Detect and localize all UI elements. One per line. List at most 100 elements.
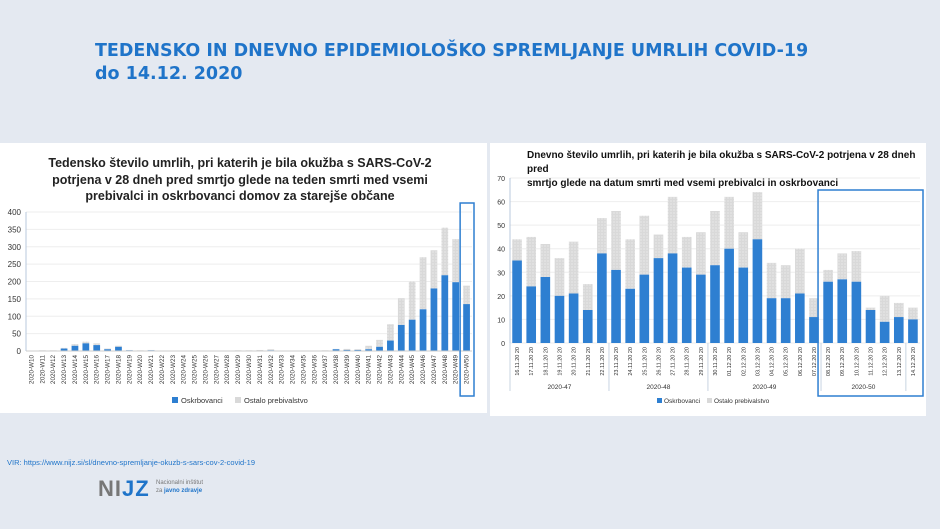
bar-oskrbovanci bbox=[597, 253, 607, 343]
bar-oskrbovanci bbox=[865, 310, 876, 343]
page-title: TEDENSKO IN DNEVNO EPIDEMIOLOŠKO SPREMLJ… bbox=[95, 40, 808, 86]
bar-ostalo-prebivalstvo bbox=[354, 349, 362, 350]
bar-ostalo-prebivalstvo bbox=[419, 257, 427, 310]
x-tick-label: 2020-W17 bbox=[105, 355, 112, 385]
bar-oskrbovanci bbox=[667, 253, 678, 343]
x-tick-label: 24.11.20 20 bbox=[628, 347, 634, 376]
bar-ostalo-prebivalstvo bbox=[795, 248, 805, 294]
bar-ostalo-prebivalstvo bbox=[387, 324, 394, 341]
bar-ostalo-prebivalstvo bbox=[71, 344, 79, 346]
x-tick-label: 10.12.20 20 bbox=[854, 347, 860, 376]
x-tick-label: 2020-W31 bbox=[257, 355, 264, 385]
x-tick-label: 04.12.20 20 bbox=[770, 347, 776, 376]
x-tick-label: 2020-W15 bbox=[83, 355, 90, 385]
x-tick-label: 17.11.20 20 bbox=[529, 347, 535, 376]
x-tick-label: 2020-W40 bbox=[355, 355, 362, 385]
x-tick-label: 2020-W14 bbox=[72, 355, 79, 385]
bar-ostalo-prebivalstvo bbox=[865, 307, 876, 310]
bar-oskrbovanci bbox=[441, 275, 449, 351]
highlight-box bbox=[817, 189, 924, 397]
x-tick-label: 2020-W20 bbox=[137, 355, 144, 385]
source-link[interactable]: VIR: https://www.nijz.si/sl/dnevno-sprem… bbox=[7, 458, 255, 467]
bar-oskrbovanci bbox=[611, 269, 621, 343]
legend-swatch-oskrbovanci bbox=[172, 397, 178, 403]
bar-oskrbovanci bbox=[430, 288, 438, 351]
bar-oskrbovanci bbox=[795, 293, 805, 343]
daily-chart-title: Dnevno število umrlih, pri katerih je bi… bbox=[527, 149, 927, 191]
logo-sub-bold: javno zdravje bbox=[164, 488, 203, 494]
x-tick-label: 2020-W24 bbox=[181, 355, 188, 385]
x-tick-label: 12.12.20 20 bbox=[883, 347, 889, 376]
bar-ostalo-prebivalstvo bbox=[625, 239, 635, 289]
bar-oskrbovanci bbox=[419, 309, 427, 351]
x-tick-label: 29.11.20 20 bbox=[699, 347, 705, 376]
x-tick-label: 2020-W39 bbox=[344, 355, 351, 385]
x-tick-label: 11.12.20 20 bbox=[869, 347, 875, 376]
bar-oskrbovanci bbox=[93, 345, 101, 351]
bar-oskrbovanci bbox=[653, 258, 664, 343]
title-line-1: TEDENSKO IN DNEVNO EPIDEMIOLOŠKO SPREMLJ… bbox=[95, 41, 809, 61]
x-tick-label: 16.11.20 20 bbox=[515, 347, 521, 376]
x-tick-label: 2020-W27 bbox=[213, 355, 220, 385]
x-tick-label: 2020-W18 bbox=[115, 355, 122, 385]
x-tick-label: 2020-W23 bbox=[170, 355, 177, 385]
bar-ostalo-prebivalstvo bbox=[343, 348, 351, 350]
bar-oskrbovanci bbox=[879, 321, 890, 343]
bar-ostalo-prebivalstvo bbox=[681, 236, 692, 268]
y-tick-label: 60 bbox=[497, 200, 505, 207]
bar-ostalo-prebivalstvo bbox=[512, 239, 522, 261]
x-tick-label: 23.11.20 20 bbox=[614, 347, 620, 376]
highlight-box bbox=[459, 202, 475, 397]
bar-oskrbovanci bbox=[526, 286, 537, 343]
bar-ostalo-prebivalstvo bbox=[441, 227, 449, 276]
x-tick-label: 2020-W48 bbox=[442, 355, 449, 385]
x-tick-label: 08.12.20 20 bbox=[826, 347, 832, 376]
x-tick-label: 2020-W10 bbox=[28, 355, 35, 385]
legend-label-ostalo: Ostalo prebivalstvo bbox=[714, 398, 770, 405]
bar-oskrbovanci bbox=[554, 295, 565, 343]
x-tick-label: 2020-W26 bbox=[202, 355, 209, 385]
bar-ostalo-prebivalstvo bbox=[611, 211, 621, 270]
x-tick-label: 18.11.20 20 bbox=[543, 347, 549, 376]
bar-ostalo-prebivalstvo bbox=[724, 196, 734, 249]
x-tick-label: 2020-W45 bbox=[409, 355, 416, 385]
x-tick-label: 2020-W34 bbox=[290, 355, 297, 385]
bar-oskrbovanci bbox=[823, 281, 833, 343]
bar-oskrbovanci bbox=[893, 317, 904, 343]
bar-oskrbovanci bbox=[354, 349, 362, 351]
x-tick-label: 14.12.20 20 bbox=[911, 347, 917, 376]
bar-oskrbovanci bbox=[408, 319, 416, 351]
x-tick-label: 25.11.20 20 bbox=[642, 347, 648, 376]
x-tick-label: 2020-W30 bbox=[246, 355, 253, 385]
bar-ostalo-prebivalstvo bbox=[837, 253, 848, 280]
x-tick-label: 2020-W37 bbox=[322, 355, 329, 385]
bar-oskrbovanci bbox=[387, 340, 394, 351]
x-tick-label: 2020-W43 bbox=[387, 355, 394, 385]
x-tick-label: 2020-W25 bbox=[192, 355, 199, 385]
bar-oskrbovanci bbox=[780, 298, 791, 343]
x-tick-label: 2020-W46 bbox=[420, 355, 427, 385]
bar-ostalo-prebivalstvo bbox=[908, 307, 918, 320]
x-tick-label: 13.12.20 20 bbox=[897, 347, 903, 376]
y-tick-label: 250 bbox=[8, 260, 22, 269]
bar-ostalo-prebivalstvo bbox=[710, 211, 720, 266]
bar-oskrbovanci bbox=[60, 348, 68, 351]
bar-ostalo-prebivalstvo bbox=[809, 298, 819, 318]
bar-oskrbovanci bbox=[908, 319, 918, 343]
x-tick-label: 03.12.20 20 bbox=[755, 347, 761, 376]
x-tick-label: 22.11.20 20 bbox=[600, 347, 606, 376]
bar-oskrbovanci bbox=[766, 298, 777, 343]
bar-ostalo-prebivalstvo bbox=[452, 239, 460, 283]
bar-ostalo-prebivalstvo bbox=[582, 284, 593, 310]
y-tick-label: 40 bbox=[497, 247, 505, 254]
bar-oskrbovanci bbox=[343, 349, 351, 351]
bar-ostalo-prebivalstvo bbox=[540, 244, 551, 277]
weekly-chart-panel: Tedensko število umrlih, pri katerih je … bbox=[0, 143, 487, 413]
bar-oskrbovanci bbox=[82, 343, 90, 351]
bar-oskrbovanci bbox=[115, 346, 122, 351]
y-tick-label: 400 bbox=[8, 208, 22, 217]
bar-ostalo-prebivalstvo bbox=[639, 215, 650, 275]
x-tick-label: 2020-W32 bbox=[268, 355, 275, 385]
bar-oskrbovanci bbox=[809, 317, 819, 343]
bar-ostalo-prebivalstvo bbox=[267, 349, 275, 351]
